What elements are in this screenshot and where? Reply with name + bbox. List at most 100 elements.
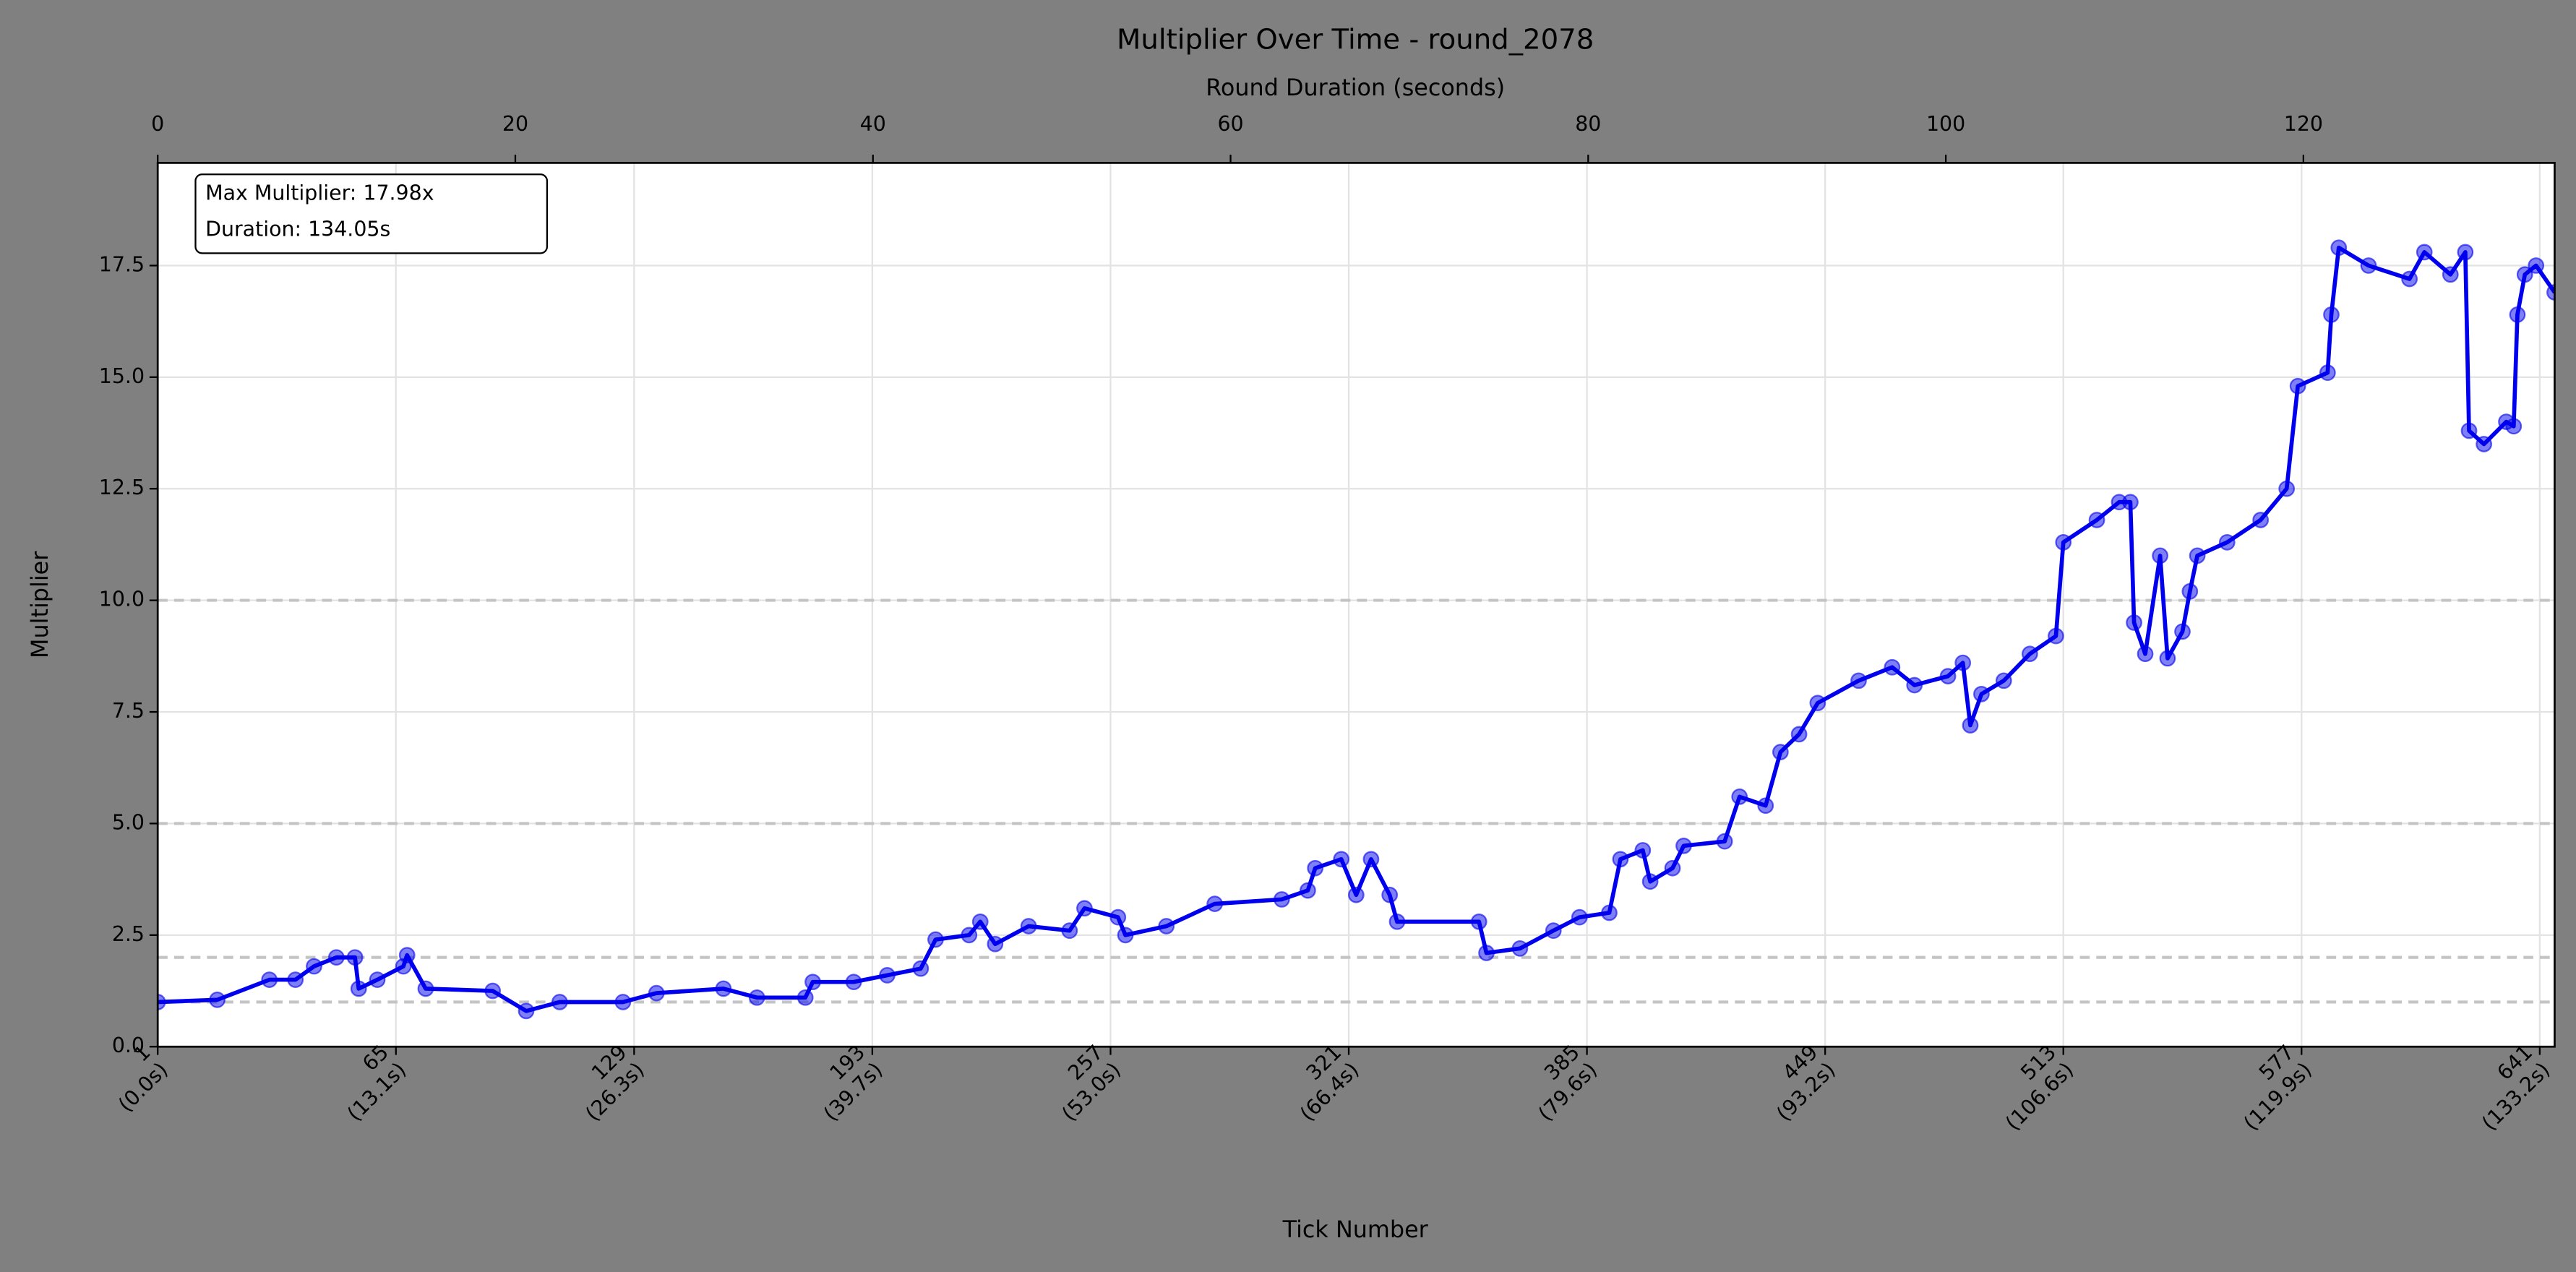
data-point [2476, 436, 2492, 452]
data-point [648, 984, 665, 1002]
data-point [287, 971, 304, 988]
x2-tick-label: 20 [502, 112, 528, 136]
x-axis-label: Tick Number [1282, 1216, 1429, 1243]
data-point [1020, 918, 1037, 934]
data-point [1571, 908, 1588, 926]
x2-axis-label: Round Duration (seconds) [1206, 74, 1505, 101]
data-point [1478, 945, 1495, 961]
y-tick-label: 7.5 [112, 699, 145, 723]
data-point [1061, 922, 1078, 940]
data-point [1307, 859, 1324, 877]
data-point [961, 927, 978, 944]
data-point [1884, 658, 1901, 676]
annotation-text: Duration: 134.05s [205, 218, 390, 241]
series [158, 239, 2555, 1020]
data-point [2319, 364, 2336, 382]
data-point [1954, 654, 1972, 671]
data-point [1347, 886, 1365, 903]
data-point [1109, 908, 1127, 926]
data-point [2516, 266, 2533, 283]
y-tick-label: 10.0 [99, 588, 145, 611]
data-point [1675, 837, 1692, 854]
y-tick-label: 0.0 [112, 1034, 145, 1057]
data-point [209, 992, 226, 1008]
data-point [1772, 744, 1789, 760]
annotation: Max Multiplier: 17.98x Duration: 134.05s [194, 173, 549, 254]
data-point [2022, 645, 2038, 663]
y-tick-label: 5.0 [112, 810, 145, 834]
data-point [306, 958, 322, 975]
data-point [1973, 685, 1990, 702]
data-point [1117, 927, 1134, 944]
data-point [2278, 480, 2296, 497]
x2-tick-label: 80 [1575, 112, 1601, 136]
data-point [1601, 904, 1618, 921]
data-point [2189, 547, 2206, 564]
data-point [987, 935, 1004, 953]
data-point [804, 974, 821, 991]
y-tick-label: 2.5 [112, 922, 145, 946]
data-point [1906, 676, 1923, 694]
data-point [879, 967, 896, 984]
data-point [1076, 900, 1093, 917]
data-point [1388, 913, 1406, 930]
data-point [2442, 266, 2459, 283]
data-point [2330, 239, 2348, 257]
data-point [2509, 306, 2526, 323]
data-point [927, 931, 944, 948]
data-point [1511, 940, 1529, 957]
data-point [1545, 922, 1562, 940]
data-point [2055, 533, 2072, 551]
data-point [2137, 645, 2154, 663]
data-point [484, 982, 502, 1000]
data-point [398, 947, 416, 963]
data-point [2048, 627, 2064, 645]
annotation-box [194, 173, 549, 254]
data-point [2152, 547, 2168, 564]
data-point [1962, 717, 1979, 734]
data-point [1381, 886, 1399, 903]
x2-tick-label: 40 [860, 112, 886, 136]
data-point [1273, 891, 1290, 908]
data-point [614, 994, 632, 1010]
data-point [518, 1002, 535, 1020]
data-point [346, 949, 364, 966]
data-point [158, 994, 166, 1010]
x2-tick-label: 0 [151, 112, 164, 136]
data-point [2401, 270, 2418, 288]
annotation-text: Max Multiplier: 17.98x [205, 181, 434, 205]
data-point [2457, 244, 2474, 261]
data-point [845, 974, 862, 991]
data-point [328, 949, 345, 966]
data-point [1333, 851, 1350, 868]
data-point [2174, 623, 2191, 640]
data-point [369, 971, 386, 988]
data-point [2122, 494, 2139, 511]
data-point [2289, 377, 2306, 395]
data-point [2252, 512, 2270, 528]
data-point [1641, 873, 1659, 890]
data-point [2460, 422, 2478, 439]
data-point [715, 980, 732, 997]
plot-area [158, 163, 2555, 1047]
data-point [1995, 672, 2012, 689]
data-point [1716, 833, 1733, 850]
data-point [1300, 882, 1316, 899]
data-point [1158, 918, 1175, 934]
data-point [2546, 284, 2555, 301]
x2-tick-label: 60 [1217, 112, 1243, 136]
data-point [1850, 672, 1867, 689]
data-point [1664, 859, 1681, 877]
data-point [261, 971, 278, 988]
data-point [797, 989, 814, 1006]
data-point [2088, 512, 2105, 528]
data-point [350, 980, 367, 997]
data-point [2159, 650, 2176, 667]
data-point [1790, 726, 1808, 743]
x2-tick-label: 120 [2284, 112, 2323, 136]
chart-title: Multiplier Over Time - round_2078 [1117, 24, 1594, 56]
y-axis-label: Multiplier [26, 551, 53, 658]
data-point [2126, 614, 2142, 631]
data-point [748, 989, 765, 1006]
